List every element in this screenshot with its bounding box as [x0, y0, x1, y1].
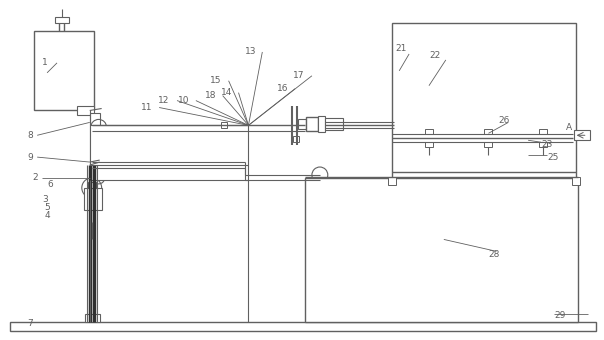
Text: 5: 5: [44, 203, 50, 212]
Bar: [306, 117, 318, 131]
Bar: [572, 177, 580, 185]
Bar: [539, 142, 547, 147]
Bar: [10, 322, 596, 331]
Bar: [325, 118, 342, 130]
Bar: [574, 130, 590, 140]
Text: 1: 1: [42, 58, 48, 67]
Bar: [392, 23, 576, 172]
Text: 16: 16: [277, 84, 289, 93]
Text: 3: 3: [42, 195, 48, 204]
Bar: [539, 129, 547, 134]
Bar: [90, 114, 100, 165]
Bar: [388, 177, 396, 185]
Bar: [318, 116, 325, 132]
Bar: [425, 129, 433, 134]
Text: 10: 10: [178, 96, 190, 105]
Bar: [220, 122, 226, 128]
Text: 22: 22: [429, 51, 440, 61]
Text: 25: 25: [547, 153, 558, 162]
Text: 2: 2: [32, 173, 38, 183]
Text: 17: 17: [293, 71, 304, 80]
Bar: [305, 178, 578, 322]
Text: 12: 12: [158, 96, 170, 105]
Text: 13: 13: [245, 48, 256, 56]
Bar: [293, 136, 299, 142]
Bar: [34, 31, 94, 110]
Text: 9: 9: [27, 153, 33, 162]
Text: 6: 6: [47, 181, 53, 189]
Bar: [77, 105, 94, 116]
Bar: [84, 188, 101, 210]
Bar: [425, 142, 433, 147]
Bar: [90, 125, 248, 180]
Bar: [484, 129, 492, 134]
Text: 11: 11: [141, 103, 153, 112]
Text: 21: 21: [395, 45, 406, 53]
Bar: [55, 17, 69, 23]
Text: 28: 28: [489, 250, 500, 259]
Text: 14: 14: [220, 88, 232, 97]
Text: 4: 4: [44, 211, 50, 220]
Bar: [85, 314, 100, 322]
Bar: [484, 142, 492, 147]
Text: 7: 7: [27, 319, 33, 328]
Bar: [88, 182, 95, 188]
Text: A: A: [566, 123, 572, 132]
Text: 23: 23: [541, 140, 553, 149]
Text: 15: 15: [210, 76, 221, 85]
Text: 18: 18: [205, 91, 216, 100]
Text: 29: 29: [554, 311, 565, 320]
Text: 26: 26: [498, 116, 510, 125]
Text: 8: 8: [27, 131, 33, 140]
Bar: [298, 119, 306, 129]
